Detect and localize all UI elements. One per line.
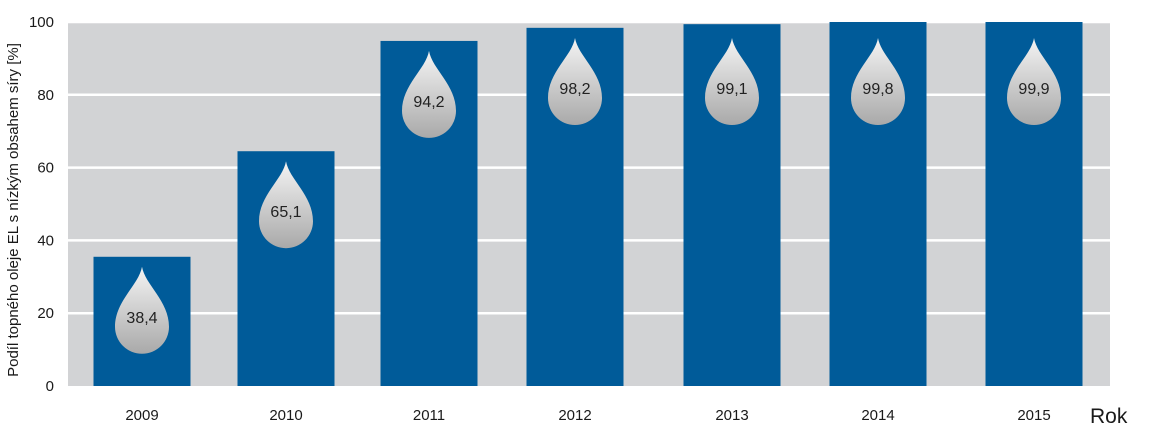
droplet-icon: [705, 38, 759, 125]
x-tick-label-2009: 2009: [125, 407, 158, 424]
data-label-2009: 38,4: [126, 310, 157, 327]
droplet-icon: [851, 38, 905, 125]
x-axis-label: Rok: [1090, 405, 1128, 428]
y-tick-label: 80: [37, 87, 54, 104]
droplet-icon: [259, 161, 313, 249]
data-label-2011: 94,2: [413, 94, 444, 111]
droplet-icon: [1007, 38, 1061, 125]
y-axis-ticks: 0 20 40 60 80 100: [29, 14, 54, 395]
x-tick-label-2015: 2015: [1017, 407, 1050, 424]
y-tick-label: 60: [37, 160, 54, 177]
y-axis-label: Podíl topného oleje EL s nízkým obsahem …: [5, 43, 22, 377]
bars: 38,4 65,1 94,2 98,2 99,1 99,8 99,9: [93, 22, 1083, 387]
x-tick-label-2010: 2010: [269, 407, 302, 424]
x-tick-label-2012: 2012: [558, 407, 591, 424]
x-tick-label-2013: 2013: [715, 407, 748, 424]
data-label-2015: 99,9: [1018, 81, 1049, 98]
data-label-2014: 99,8: [862, 81, 893, 98]
droplet-icon: [548, 38, 602, 125]
y-tick-label: 100: [29, 14, 54, 31]
droplet-icon: [402, 50, 456, 138]
y-tick-label: 20: [37, 305, 54, 322]
x-tick-label-2014: 2014: [861, 407, 894, 424]
x-tick-label-2011: 2011: [413, 407, 445, 424]
y-tick-label: 40: [37, 232, 54, 249]
droplet-icon: [115, 266, 169, 354]
data-label-2010: 65,1: [270, 204, 301, 221]
y-tick-label: 0: [46, 378, 54, 395]
x-axis-ticks: 2009 2010 2011 2012 2013 2014 2015: [125, 407, 1050, 424]
data-label-2012: 98,2: [559, 81, 590, 98]
data-label-2013: 99,1: [716, 81, 747, 98]
